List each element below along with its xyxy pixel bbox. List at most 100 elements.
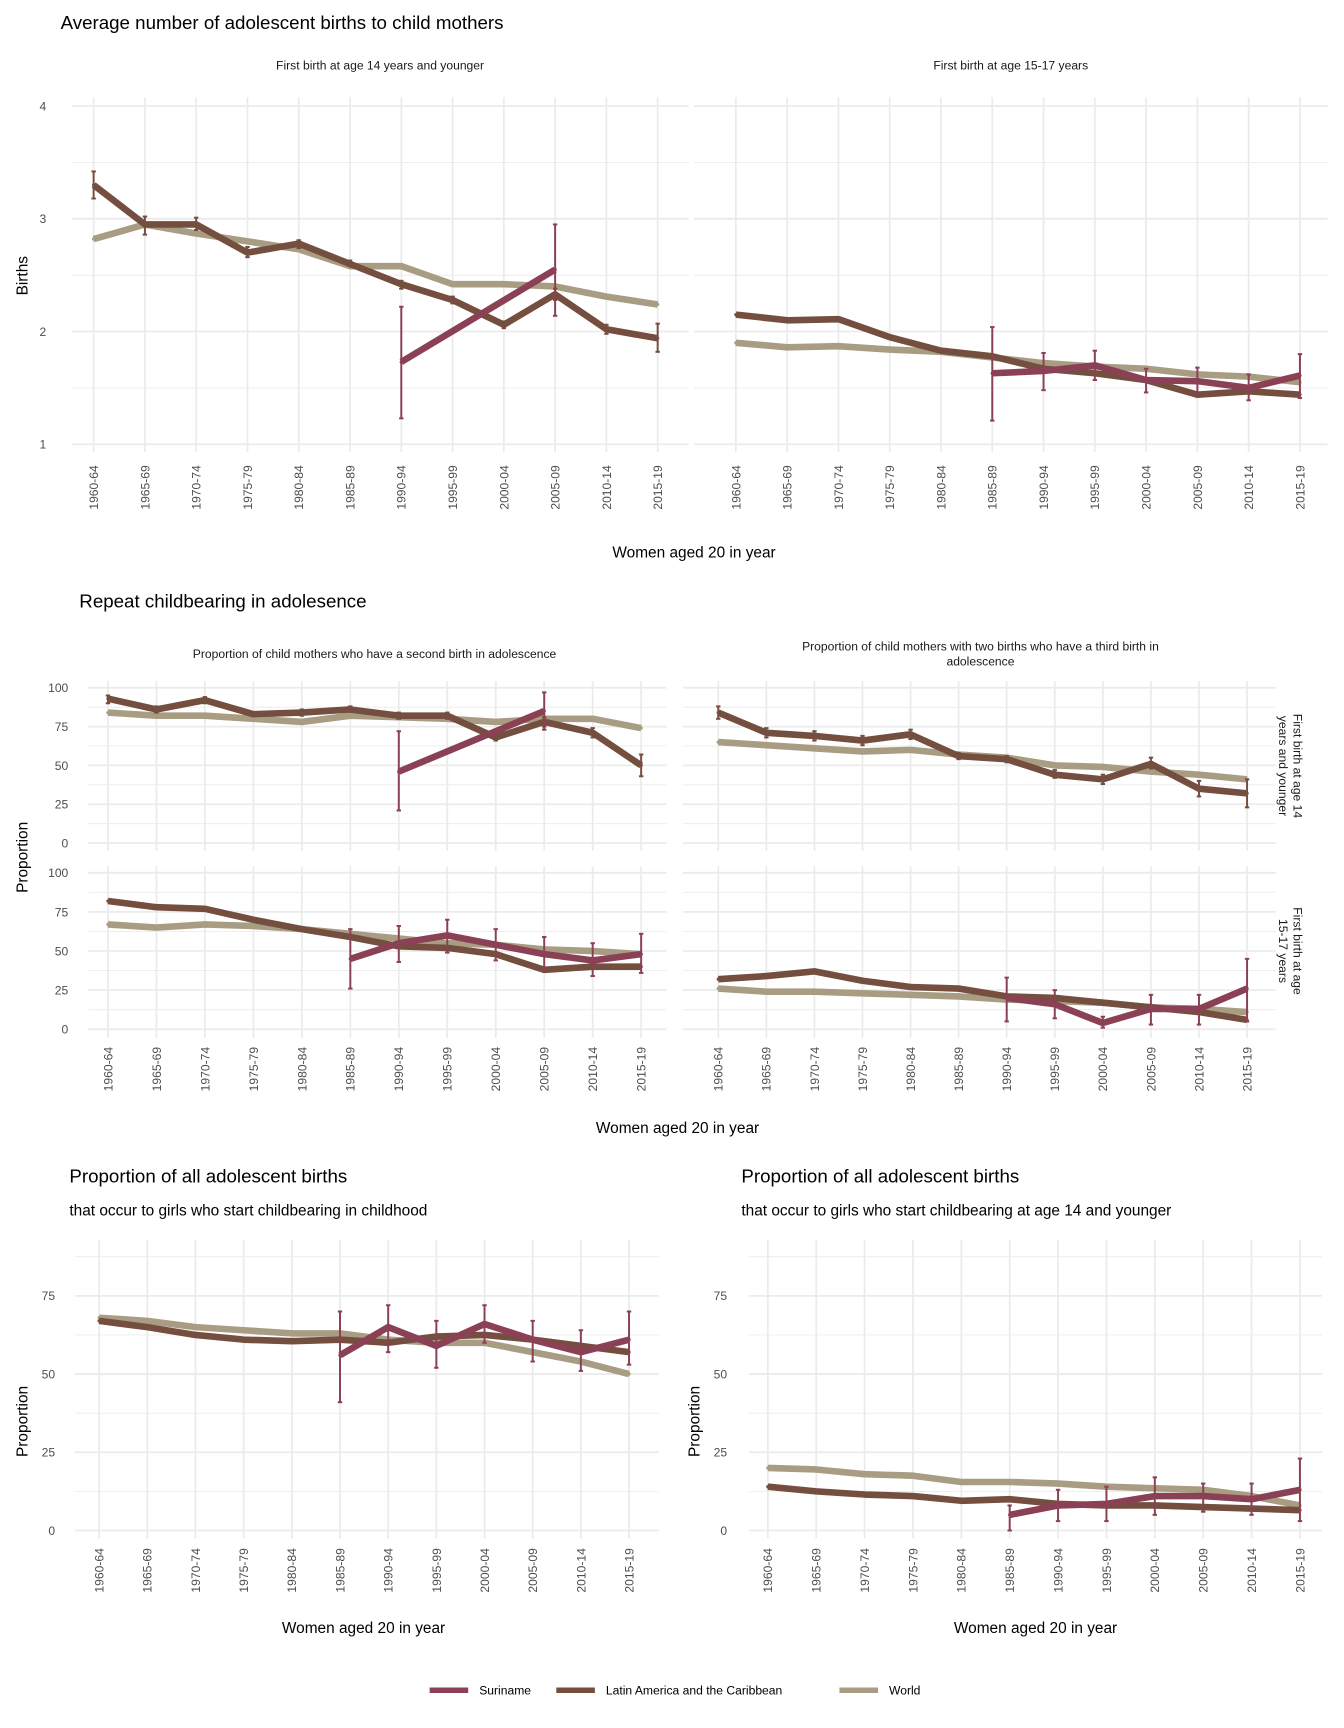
data-point <box>531 1337 535 1342</box>
x-tick-label: 2010-14 <box>574 1548 588 1593</box>
data-point <box>251 918 256 922</box>
data-point <box>1149 762 1153 766</box>
data-point <box>300 927 304 931</box>
series-line-suriname <box>397 707 546 775</box>
y-tick-label: 25 <box>714 1446 728 1460</box>
data-point <box>106 922 110 927</box>
x-tick-label: 1985-89 <box>1003 1548 1017 1593</box>
series-line-world <box>107 921 642 958</box>
data-point <box>764 731 768 735</box>
data-point <box>1101 765 1105 769</box>
series-line-suriname <box>1006 985 1249 1027</box>
data-point <box>297 241 301 246</box>
data-point <box>397 714 401 718</box>
data-point <box>639 952 643 956</box>
section-c2-x-axis-title: Women aged 20 in year <box>954 1620 1117 1637</box>
x-tick-label: 1990-94 <box>1037 465 1051 510</box>
x-tick-label: 1985-89 <box>333 1548 347 1593</box>
data-point <box>542 709 546 713</box>
data-point <box>716 710 720 715</box>
legend-label-suriname: Suriname <box>479 1684 531 1698</box>
data-point <box>860 738 865 743</box>
x-tick-label: 1960-64 <box>761 1548 775 1593</box>
panel-title: First birth at age 15-17 years <box>933 59 1088 73</box>
data-point <box>716 986 720 991</box>
x-tick-label: 1965-69 <box>810 1548 824 1593</box>
x-tick-label: 1960-64 <box>93 1548 107 1593</box>
data-point <box>908 748 913 752</box>
data-point <box>716 740 720 744</box>
data-point <box>203 698 207 702</box>
x-tick-label: 1995-99 <box>1100 1548 1114 1593</box>
data-point <box>145 1319 149 1323</box>
x-tick-label: 1970-74 <box>832 465 846 510</box>
data-point <box>639 763 643 768</box>
data-point <box>1197 1007 1201 1011</box>
data-point <box>1101 1000 1105 1005</box>
data-point <box>245 250 250 255</box>
svg-text:years and younger: years and younger <box>1276 716 1290 816</box>
section-c2-y-axis-title: Proportion <box>687 1386 704 1457</box>
data-point <box>106 710 110 715</box>
data-point <box>106 696 110 701</box>
data-point <box>1144 378 1148 382</box>
svg-text:First birth at age 14: First birth at age 14 <box>1290 714 1304 819</box>
data-point <box>639 726 643 730</box>
data-point <box>542 952 546 956</box>
data-point <box>193 1325 198 1329</box>
data-point <box>1005 757 1009 761</box>
data-point <box>908 993 913 997</box>
y-tick-label: 75 <box>714 1289 728 1303</box>
data-point <box>1008 1497 1012 1501</box>
x-tick-label: 1975-79 <box>247 1047 261 1092</box>
section-c1-y-axis-title: Proportion <box>15 1386 32 1457</box>
y-tick-label: 0 <box>48 1524 55 1538</box>
facet-col-2-label-line1: Proportion of child mothers with two bir… <box>802 639 1159 653</box>
y-tick-label: 75 <box>55 905 69 919</box>
data-point <box>399 282 403 286</box>
data-point <box>143 222 147 227</box>
x-tick-label: 1980-84 <box>295 1047 309 1092</box>
data-point <box>1149 1007 1153 1011</box>
data-point <box>862 1492 867 1497</box>
x-tick-label: 1990-94 <box>395 465 409 510</box>
data-point <box>1056 1481 1060 1486</box>
data-point <box>812 990 817 994</box>
data-point <box>154 707 159 712</box>
data-point <box>860 749 865 754</box>
facet-row-1-label: First birth at age 14 years and younger <box>1276 714 1304 819</box>
data-point <box>399 264 403 268</box>
data-point <box>990 371 994 375</box>
x-tick-label: 1980-84 <box>934 465 948 510</box>
series-line-latin-america-and-the-caribbean <box>767 1483 1301 1514</box>
x-tick-label: 1975-79 <box>906 1548 920 1593</box>
data-point <box>154 714 159 718</box>
data-point <box>450 282 455 286</box>
data-point <box>785 318 789 322</box>
data-point <box>1195 379 1200 383</box>
x-tick-label: 1990-94 <box>1051 1548 1065 1593</box>
data-point <box>656 302 660 307</box>
x-tick-label: 2000-04 <box>1140 465 1154 510</box>
section-b-x-axis-title: Women aged 20 in year <box>596 1120 759 1137</box>
data-point <box>242 1337 246 1342</box>
x-tick-label: 2010-14 <box>586 1047 600 1092</box>
data-point <box>386 1325 390 1329</box>
x-tick-label: 1970-74 <box>198 1047 212 1092</box>
section-c1-subtitle: that occur to girls who start childbeari… <box>69 1202 427 1219</box>
x-tick-label: 1980-84 <box>292 465 306 510</box>
data-point <box>445 714 449 718</box>
data-point <box>911 1474 915 1478</box>
x-tick-label: 2005-09 <box>549 465 563 510</box>
x-tick-label: 1965-69 <box>150 1047 164 1092</box>
y-tick-label: 0 <box>720 1524 727 1538</box>
x-tick-label: 2015-19 <box>1293 1548 1307 1593</box>
x-tick-label: 1990-94 <box>382 1548 396 1593</box>
data-point <box>1101 1021 1105 1025</box>
y-tick-label: 25 <box>55 798 69 812</box>
data-point <box>502 323 506 327</box>
series-line-world <box>92 221 659 308</box>
data-point <box>397 941 401 945</box>
series-line-latin-america-and-the-caribbean <box>716 709 1248 797</box>
data-point <box>1005 996 1009 1000</box>
